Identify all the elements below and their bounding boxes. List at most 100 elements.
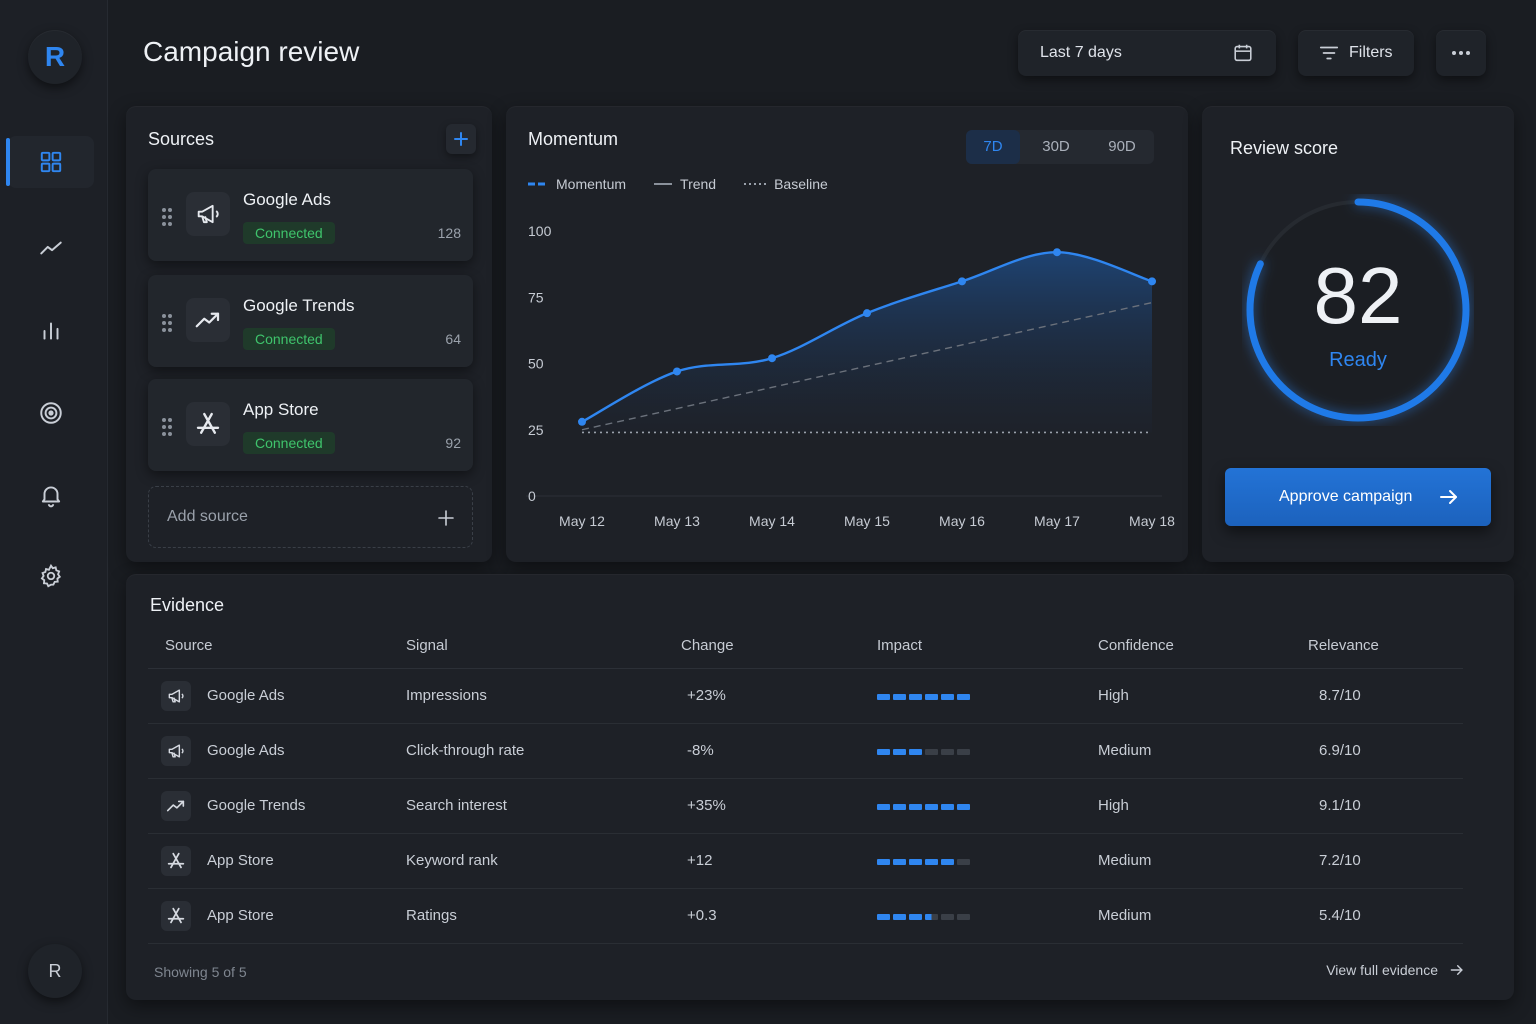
- table-row[interactable]: Google Ads Click-through rate -8% Medium 6.9…: [148, 723, 1463, 779]
- source-name: Google Ads: [207, 686, 285, 704]
- user-avatar[interactable]: R: [28, 944, 82, 998]
- megaphone-icon: [197, 204, 219, 224]
- impact-segment: [941, 859, 954, 865]
- chart-legend: Momentum Trend Baseline: [528, 176, 828, 192]
- evidence-title: Evidence: [150, 595, 225, 615]
- more-button[interactable]: [1436, 30, 1486, 76]
- status-badge: Connected: [243, 432, 335, 454]
- nav-goals[interactable]: [8, 387, 94, 439]
- plus-icon: [438, 510, 454, 526]
- table-row[interactable]: App Store Ratings +0.3 Medium 5.4/10: [148, 888, 1463, 944]
- drag-handle-icon[interactable]: [160, 417, 174, 437]
- impact-segment: [909, 694, 922, 700]
- momentum-area: [582, 252, 1152, 433]
- x-tick-label: May 18: [1129, 513, 1175, 529]
- x-tick-label: May 12: [559, 513, 605, 529]
- table-row[interactable]: Google Ads Impressions +23% High 8.7/10: [148, 668, 1463, 724]
- nav-trends[interactable]: [8, 222, 94, 274]
- col-impact[interactable]: Impact: [877, 624, 1098, 669]
- legend-momentum: Momentum: [528, 176, 626, 192]
- source-count: 92: [445, 435, 461, 451]
- cell-impact: [877, 888, 1098, 944]
- impact-segment: [893, 804, 906, 810]
- momentum-point: [1053, 248, 1061, 257]
- app-store-icon: [196, 412, 220, 434]
- cell-change: +23%: [681, 668, 877, 724]
- impact-segment: [925, 804, 938, 810]
- impact-segment: [925, 914, 938, 920]
- cell-signal: Ratings: [406, 888, 681, 944]
- nav-notifications[interactable]: [8, 469, 94, 521]
- cell-change: -8%: [681, 723, 877, 779]
- add-source-icon-button[interactable]: [446, 124, 476, 154]
- y-tick-label: 100: [528, 223, 552, 239]
- table-row[interactable]: App Store Keyword rank +12 Medium 7.2/10: [148, 833, 1463, 889]
- add-source-button[interactable]: Add source: [148, 486, 473, 548]
- drag-handle-icon[interactable]: [160, 313, 174, 333]
- source-name: App Store: [207, 851, 274, 869]
- impact-meter: [877, 804, 970, 810]
- momentum-point: [578, 417, 586, 426]
- source-icon: [186, 192, 230, 236]
- cell-impact: [877, 778, 1098, 834]
- cell-signal: Keyword rank: [406, 833, 681, 889]
- momentum-point: [673, 367, 681, 376]
- impact-segment: [909, 804, 922, 810]
- impact-segment: [957, 694, 970, 700]
- more-dots-icon: [1452, 51, 1470, 55]
- score-gauge: [1246, 198, 1470, 422]
- source-count: 64: [445, 331, 461, 347]
- source-card-google-trends[interactable]: Google Trends Connected 64: [148, 275, 473, 367]
- impact-segment: [957, 804, 970, 810]
- col-signal[interactable]: Signal: [406, 624, 681, 669]
- nav-settings[interactable]: [8, 550, 94, 602]
- source-card-google-ads[interactable]: Google Ads Connected 128: [148, 169, 473, 261]
- y-tick-label: 75: [528, 289, 544, 305]
- nav-dashboard[interactable]: [6, 136, 94, 188]
- legend-trend-label: Trend: [680, 176, 717, 192]
- momentum-panel: Momentum 7D 30D 90D Momentum Trend Basel…: [506, 106, 1188, 562]
- cell-confidence: Medium: [1098, 723, 1308, 779]
- impact-segment: [941, 914, 954, 920]
- nav-reports[interactable]: [8, 305, 94, 357]
- source-card-app-store[interactable]: App Store Connected 92: [148, 379, 473, 471]
- trend-icon: [195, 312, 220, 328]
- impact-segment: [909, 859, 922, 865]
- impact-segment: [941, 804, 954, 810]
- col-confidence[interactable]: Confidence: [1098, 624, 1308, 669]
- range-30d[interactable]: 30D: [1042, 138, 1070, 155]
- impact-segment: [877, 859, 890, 865]
- approve-campaign-button[interactable]: Approve campaign: [1225, 468, 1491, 526]
- impact-segment: [877, 914, 890, 920]
- y-tick-label: 50: [528, 356, 544, 372]
- col-change[interactable]: Change: [681, 624, 877, 669]
- arrow-right-icon: [1450, 965, 1463, 975]
- app-logo[interactable]: R: [28, 30, 82, 84]
- source-name: App Store: [243, 400, 319, 419]
- impact-segment: [893, 859, 906, 865]
- col-relevance[interactable]: Relevance: [1308, 624, 1463, 669]
- view-full-evidence-link[interactable]: View full evidence: [1326, 962, 1464, 978]
- x-tick-label: May 17: [1034, 513, 1080, 529]
- cell-source: Google Ads: [148, 668, 406, 724]
- date-range-picker[interactable]: Last 7 days: [1018, 30, 1276, 76]
- range-7d[interactable]: 7D: [966, 130, 1020, 164]
- bar-chart-icon: [43, 322, 59, 340]
- table-row[interactable]: Google Trends Search interest +35% High 9.1/…: [148, 778, 1463, 834]
- add-source-label: Add source: [167, 508, 248, 525]
- filter-icon: [1319, 46, 1339, 60]
- cell-relevance: 6.9/10: [1308, 723, 1463, 779]
- legend-baseline-label: Baseline: [774, 176, 828, 192]
- range-90d[interactable]: 90D: [1108, 138, 1136, 155]
- drag-handle-icon[interactable]: [160, 207, 174, 227]
- filters-button[interactable]: Filters: [1298, 30, 1414, 76]
- cell-confidence: Medium: [1098, 888, 1308, 944]
- page-title: Campaign review: [143, 36, 360, 67]
- momentum-point: [768, 354, 776, 363]
- col-source[interactable]: Source: [148, 624, 406, 669]
- impact-segment: [957, 749, 970, 755]
- sources-panel: Sources Google Ads Connected 128 Google …: [126, 106, 492, 562]
- sidebar: R R: [0, 0, 108, 1024]
- grid-icon: [40, 151, 62, 173]
- impact-segment: [893, 694, 906, 700]
